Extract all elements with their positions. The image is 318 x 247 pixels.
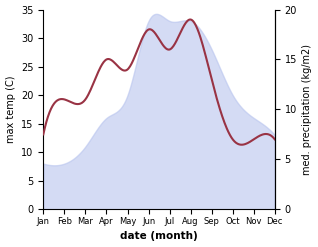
Y-axis label: max temp (C): max temp (C) bbox=[5, 76, 16, 143]
Y-axis label: med. precipitation (kg/m2): med. precipitation (kg/m2) bbox=[302, 44, 313, 175]
X-axis label: date (month): date (month) bbox=[120, 231, 198, 242]
